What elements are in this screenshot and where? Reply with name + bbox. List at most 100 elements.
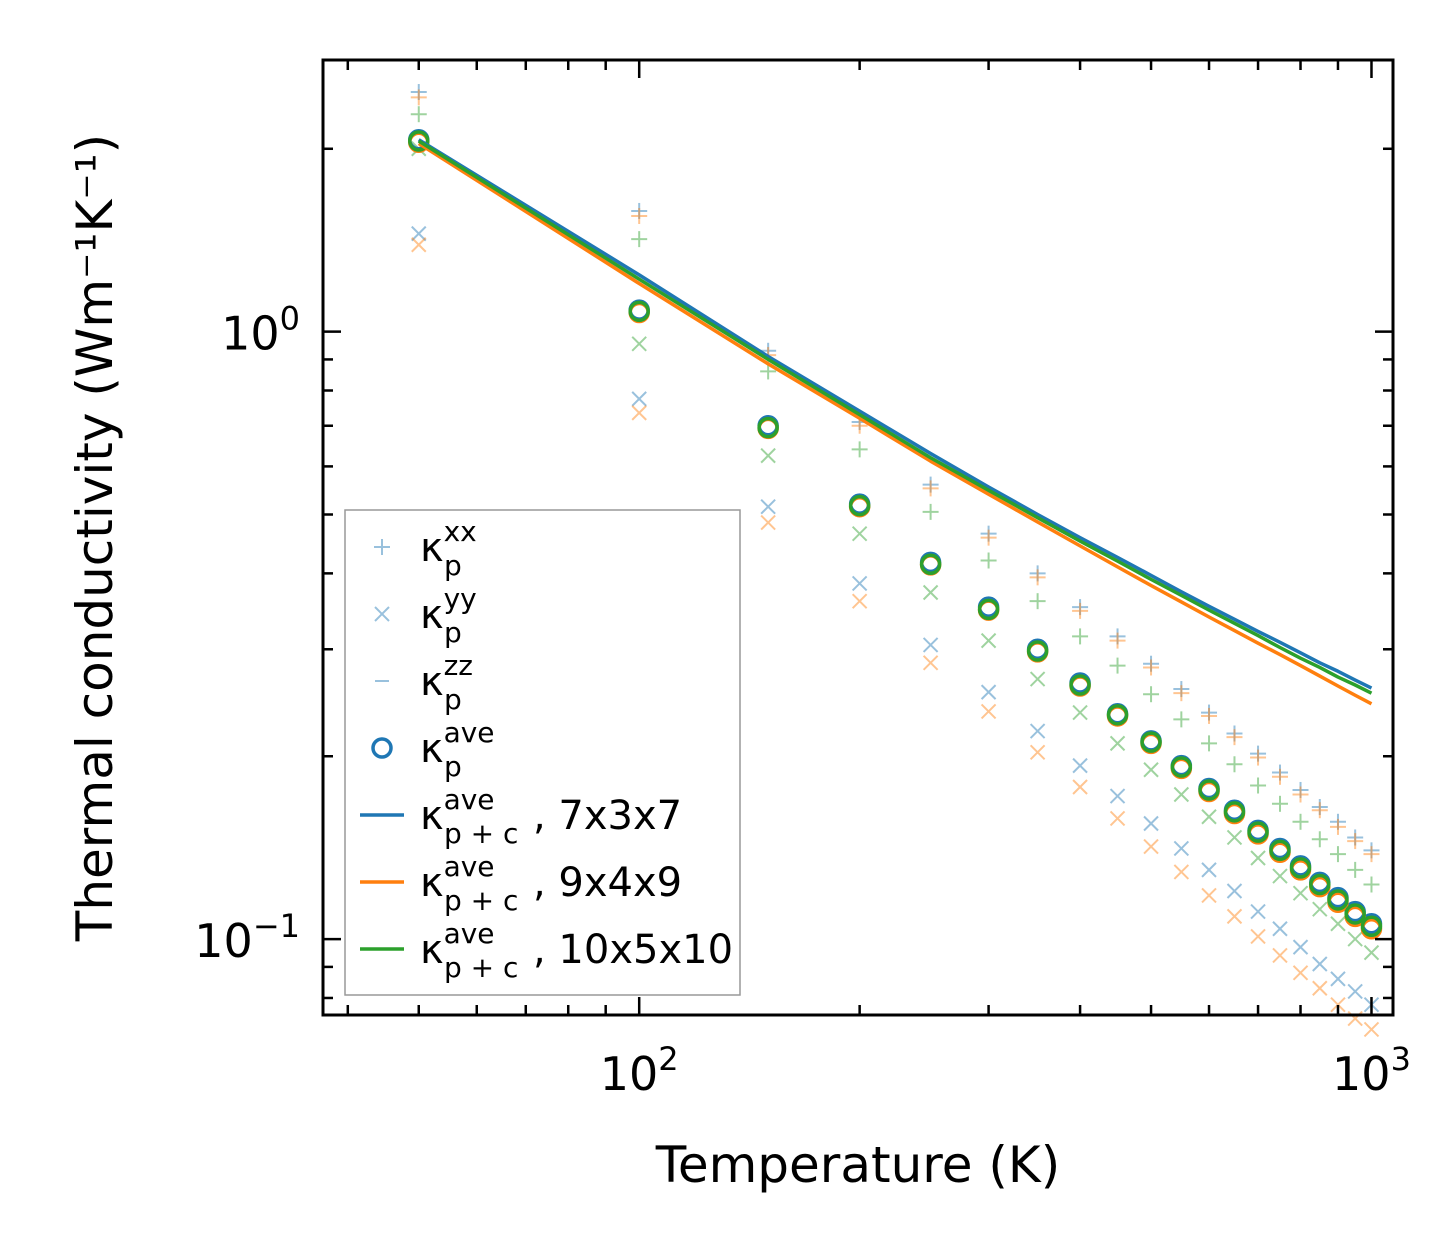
point-kyy-green xyxy=(980,632,997,649)
point-kxx-blue xyxy=(1329,813,1346,830)
point-kxx-green xyxy=(851,441,868,458)
point-kxx-orange xyxy=(1201,707,1218,724)
point-kyy-blue xyxy=(1072,757,1088,774)
legend-label: κxx p xyxy=(420,515,477,582)
series-kxx-orange xyxy=(410,89,1380,863)
point-kyy-blue xyxy=(1173,840,1190,857)
point-kave-green xyxy=(1026,640,1049,662)
point-kyy-orange xyxy=(922,655,939,671)
point-kxx-orange xyxy=(1226,729,1243,746)
series-kave-green xyxy=(408,130,1383,937)
point-kave-green xyxy=(1140,731,1162,753)
point-kxx-blue xyxy=(1292,781,1309,798)
y-tick-label: 100 xyxy=(221,300,300,361)
point-kyy-blue xyxy=(1272,921,1288,937)
point-kave-green xyxy=(1198,779,1220,801)
point-kxx-orange xyxy=(1072,602,1089,619)
legend-label: κave p + c, 9x4x9 xyxy=(420,850,682,917)
point-kyy-orange xyxy=(1029,744,1046,761)
point-kxx-green xyxy=(922,503,939,520)
point-kxx-green xyxy=(631,231,648,248)
point-kyy-orange xyxy=(760,514,776,531)
point-kyy-blue xyxy=(411,225,427,242)
point-kyy-orange xyxy=(411,237,427,253)
series-kyy-blue xyxy=(411,225,1380,1013)
point-kxx-blue xyxy=(1072,599,1089,616)
point-kyy-green xyxy=(631,336,647,352)
point-kyy-orange xyxy=(1312,980,1328,996)
point-kxx-green xyxy=(410,106,427,123)
point-kxx-green xyxy=(1109,657,1126,674)
y-tick-label: 10−1 xyxy=(194,907,300,968)
point-kxx-green xyxy=(760,363,777,380)
point-kyy-orange xyxy=(1201,887,1217,904)
point-kxx-orange xyxy=(410,89,427,106)
point-kave-green xyxy=(1170,756,1193,778)
point-kxx-orange xyxy=(851,417,868,434)
point-kxx-blue xyxy=(1143,655,1160,672)
point-kxx-orange xyxy=(1363,846,1380,863)
point-kyy-orange xyxy=(1173,864,1190,880)
point-kyy-green xyxy=(1226,829,1243,846)
point-kxx-green xyxy=(1347,861,1364,878)
y-axis-title: Thermal conductivity (Wm⁻¹K⁻¹) xyxy=(66,134,124,942)
point-kave-green xyxy=(1269,839,1291,862)
point-kxx-orange xyxy=(1109,632,1126,649)
point-kyy-green xyxy=(1292,885,1309,901)
point-kyy-green xyxy=(1347,931,1363,947)
point-kxx-green xyxy=(1329,846,1346,863)
legend-item: κyy p xyxy=(374,582,477,649)
legend-item: κave p + c, 10x5x10 xyxy=(360,917,733,984)
point-kxx-green xyxy=(1363,876,1380,893)
point-kyy-orange xyxy=(1330,996,1346,1013)
point-kxx-green xyxy=(1311,831,1328,848)
point-kyy-blue xyxy=(1330,971,1346,987)
point-kxx-blue xyxy=(922,476,939,493)
point-kxx-orange xyxy=(1250,749,1267,766)
ticks-layer: 102 103 10−1 100 xyxy=(194,60,1411,1101)
legend-label: κyy p xyxy=(420,582,477,649)
point-kxx-green xyxy=(1250,777,1267,794)
series-layer xyxy=(408,84,1383,1038)
point-kave-green xyxy=(848,494,871,517)
point-kxx-orange xyxy=(1029,569,1046,586)
point-kxx-orange xyxy=(922,480,939,497)
legend-item: κave p xyxy=(371,716,495,783)
point-kxx-blue xyxy=(1271,764,1288,781)
series-kyy-green xyxy=(411,141,1380,961)
point-kxx-blue xyxy=(1226,725,1243,742)
point-kyy-orange xyxy=(1363,1021,1380,1038)
point-kxx-blue xyxy=(1201,704,1218,721)
line-kpc-9x4x9 xyxy=(417,142,1373,706)
point-kyy-blue xyxy=(1347,983,1363,1000)
point-kyy-orange xyxy=(1272,947,1288,964)
point-kyy-blue xyxy=(1029,723,1046,739)
point-kyy-blue xyxy=(1292,939,1309,955)
legend-marker-circle xyxy=(371,737,393,759)
point-kyy-green xyxy=(1173,786,1190,803)
x-tick-label: 102 xyxy=(600,1040,679,1101)
point-kave-green xyxy=(408,130,430,152)
point-kxx-green xyxy=(1143,686,1160,703)
line-kpc-10x5x10 xyxy=(417,139,1373,695)
point-kxx-green xyxy=(1029,593,1046,610)
point-kave-green xyxy=(1223,801,1246,823)
point-kyy-orange xyxy=(1072,779,1088,795)
legend-label: κave p + c, 7x3x7 xyxy=(420,783,682,850)
point-kyy-blue xyxy=(1109,788,1126,804)
series-kxx-green xyxy=(410,106,1380,893)
point-kxx-blue xyxy=(980,525,997,542)
point-kxx-green xyxy=(1226,756,1243,773)
point-kyy-green xyxy=(1312,901,1328,917)
point-kxx-green xyxy=(1173,711,1190,728)
point-kyy-green xyxy=(1201,809,1217,825)
series-kpc-10x5x10 xyxy=(417,139,1373,695)
point-kxx-orange xyxy=(1292,786,1309,803)
legend-marker-x xyxy=(374,606,390,622)
point-kyy-green xyxy=(1072,704,1088,721)
point-kyy-green xyxy=(1272,868,1288,884)
point-kyy-orange xyxy=(631,405,647,421)
point-kxx-green xyxy=(1072,628,1089,645)
point-kyy-green xyxy=(760,447,776,464)
point-kave-green xyxy=(1344,903,1366,925)
